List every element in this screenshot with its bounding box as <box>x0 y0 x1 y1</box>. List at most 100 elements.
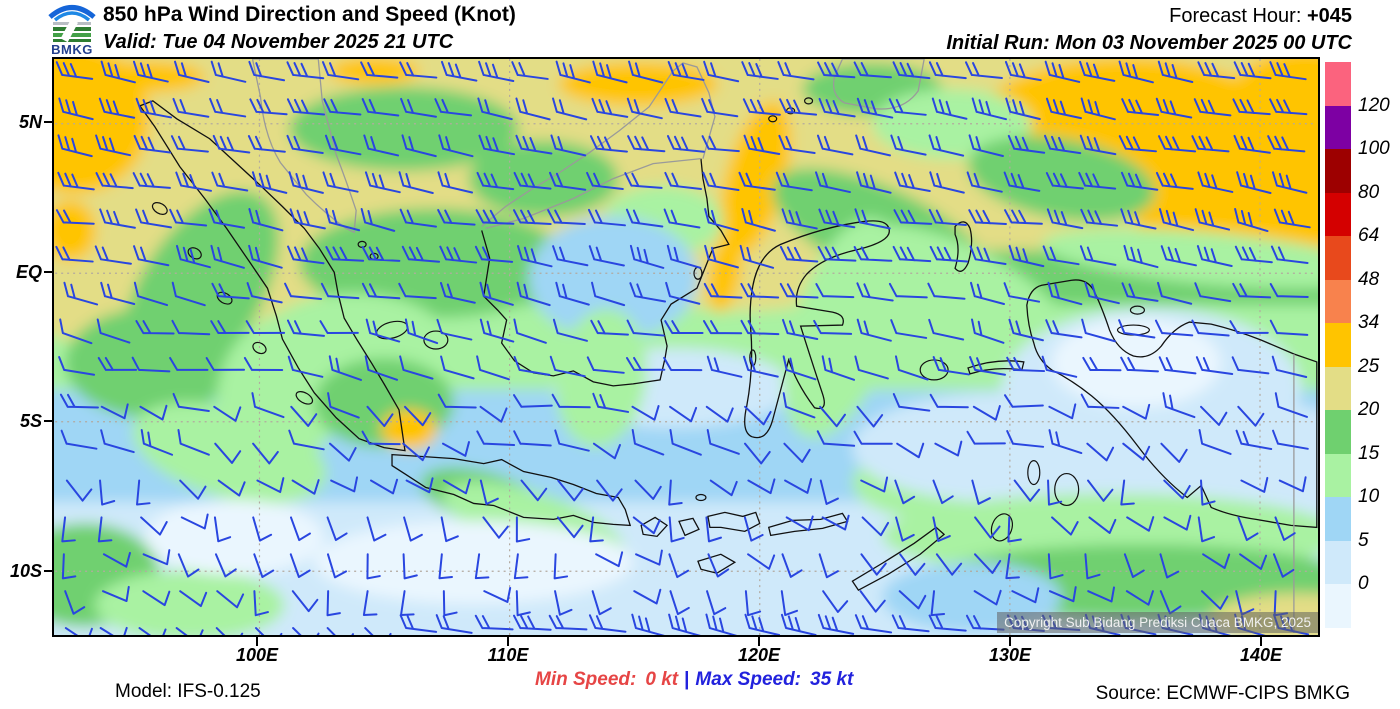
wind-barb <box>1274 392 1309 418</box>
wind-barb <box>892 245 932 263</box>
wind-barb <box>971 479 991 505</box>
wind-barb <box>634 479 662 500</box>
wind-barb <box>1155 171 1194 190</box>
wind-barb <box>1236 171 1272 194</box>
page-title: 850 hPa Wind Direction and Speed (Knot) <box>103 3 516 26</box>
wind-barb <box>1269 283 1309 298</box>
wind-barb <box>1158 208 1195 232</box>
wind-barb <box>1046 208 1084 230</box>
colorbar-level-label: 25 <box>1358 355 1380 377</box>
wind-barb <box>860 476 889 493</box>
wind-barb <box>1194 208 1231 231</box>
wind-barb <box>668 479 683 506</box>
wind-barb <box>173 60 210 83</box>
wind-barb <box>403 405 432 427</box>
wind-barb <box>625 208 664 228</box>
wind-barb <box>819 405 847 428</box>
wind-barb <box>668 553 690 579</box>
wind-barb <box>592 392 630 413</box>
wind-barb <box>706 355 743 378</box>
wind-barb <box>326 553 348 579</box>
wind-barb <box>664 171 703 191</box>
wind-barb <box>899 553 926 576</box>
wind-barb <box>894 171 931 193</box>
wind-barb <box>1123 553 1145 578</box>
wind-barb <box>1271 171 1308 194</box>
wind-barb <box>515 590 531 617</box>
wind-barb <box>706 429 740 455</box>
lon-axis-tick <box>758 637 760 646</box>
wind-barb <box>1191 319 1230 337</box>
wind-barb <box>892 61 931 80</box>
wind-barb <box>1269 319 1309 336</box>
speed-region <box>783 217 902 439</box>
wind-barb <box>512 394 553 408</box>
colorbar-segment <box>1325 279 1351 324</box>
wind-barb <box>398 171 434 195</box>
wind-barb <box>1233 134 1271 154</box>
wind-barb <box>589 516 604 543</box>
wind-barb <box>1078 171 1117 190</box>
wind-barb <box>969 281 1005 305</box>
wind-barb <box>1273 208 1311 229</box>
wind-barb <box>139 404 168 421</box>
wind-barb <box>436 318 473 341</box>
wind-barb <box>1239 553 1268 570</box>
wind-barb <box>1120 479 1135 506</box>
wind-barb <box>100 403 129 420</box>
wind-barb <box>211 282 250 300</box>
forecast-hour: Forecast Hour: +045 <box>1169 5 1352 28</box>
wind-barb <box>1157 60 1194 83</box>
wind-barb <box>932 516 951 543</box>
wind-barb <box>511 61 549 80</box>
wind-barb <box>138 627 167 635</box>
wind-barb <box>253 590 269 617</box>
wind-barb <box>1269 98 1308 116</box>
colorbar-segment <box>1325 236 1351 280</box>
wind-barb <box>1274 516 1296 541</box>
wind-barb <box>286 319 326 337</box>
wind-barb <box>213 516 232 543</box>
wind-barb <box>483 586 512 603</box>
colorbar-segment <box>1325 149 1351 193</box>
wind-barb <box>94 245 132 265</box>
wind-barb <box>133 245 170 267</box>
wind-barb <box>818 553 839 579</box>
speed-region <box>144 499 325 576</box>
coastline <box>251 59 357 234</box>
colorbar-segment <box>1325 62 1351 106</box>
wind-barb <box>555 60 591 84</box>
wind-barb <box>704 208 739 232</box>
wind-barb <box>1080 393 1120 409</box>
colorbar-level-label: 120 <box>1358 94 1390 116</box>
wind-barb <box>817 61 856 79</box>
wind-barb <box>781 208 818 230</box>
wind-barb <box>399 614 438 633</box>
wind-barb <box>855 134 891 157</box>
wind-barb <box>325 246 365 262</box>
wind-barb <box>516 245 553 268</box>
wind-barb <box>969 245 1007 266</box>
wind-barb <box>552 97 588 121</box>
wind-barb <box>669 405 698 423</box>
wind-barb <box>972 405 1001 421</box>
wind-barb <box>399 208 437 228</box>
wind-barb <box>175 244 211 269</box>
wind-barb <box>1198 429 1232 455</box>
wind-barb <box>132 60 169 83</box>
wind-barb <box>327 392 360 419</box>
wind-barb <box>55 209 95 225</box>
wind-barb <box>520 479 548 502</box>
wind-barb <box>896 442 925 459</box>
wind-barb <box>888 98 927 116</box>
wind-barb <box>744 405 772 426</box>
wind-barb <box>591 97 629 118</box>
wind-barb <box>709 479 738 497</box>
wind-barb <box>256 477 285 494</box>
wind-barb <box>211 171 249 192</box>
wind-barb <box>439 245 478 264</box>
wind-barb <box>1008 318 1044 342</box>
wind-barb <box>1087 479 1114 502</box>
wind-barb <box>1229 320 1269 335</box>
wind-barb <box>513 171 552 190</box>
